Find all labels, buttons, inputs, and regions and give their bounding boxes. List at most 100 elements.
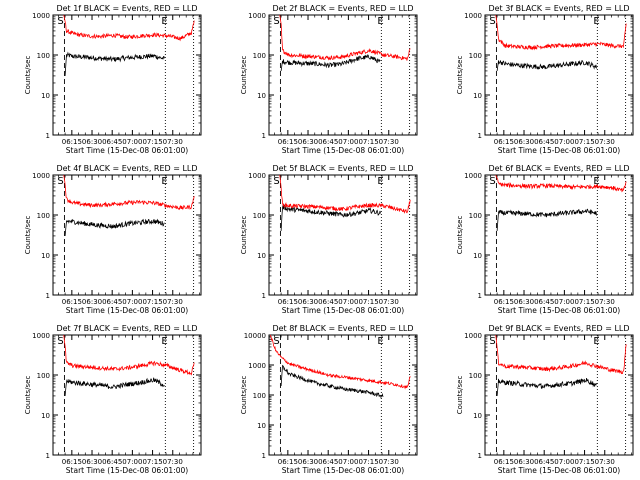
plot-frame <box>484 174 634 296</box>
lld-series-line <box>269 334 411 390</box>
events-series-line <box>280 364 384 399</box>
x-tick-label: 06:15 <box>494 458 514 466</box>
end-marker-label: E <box>377 16 383 27</box>
y-axis-label: Counts/sec <box>456 216 464 255</box>
chart-title: Det 2f BLACK = Events, RED = LLD <box>272 4 413 13</box>
start-marker-label: S <box>489 16 495 27</box>
chart-panel-8: Det 8f BLACK = Events, RED = LLD 1 10 100 10… <box>240 324 418 475</box>
y-tick-label: 1000 <box>32 12 50 20</box>
x-axis-label: Start Time (15-Dec-08 06:01:00) <box>66 306 188 315</box>
x-axis-label: Start Time (15-Dec-08 06:01:00) <box>498 146 620 155</box>
y-axis-label: Counts/sec <box>240 376 248 415</box>
x-tick-label: 07:00 <box>122 138 142 146</box>
y-tick-label: 1000 <box>464 172 482 180</box>
x-tick-label: 06:45 <box>102 138 122 146</box>
y-tick-label: 1000 <box>248 12 266 20</box>
x-tick-label: 07:30 <box>163 458 183 466</box>
x-tick-label: 07:00 <box>554 458 574 466</box>
y-tick-label: 1000 <box>464 332 482 340</box>
y-axis-label: Counts/sec <box>240 56 248 95</box>
x-tick-label: 06:45 <box>102 298 122 306</box>
x-tick-label: 07:15 <box>358 298 378 306</box>
chart-panel-7: Det 7f BLACK = Events, RED = LLD 1 10 100 10… <box>24 324 202 475</box>
x-tick-label: 06:15 <box>494 298 514 306</box>
y-tick-label: 10 <box>257 422 266 430</box>
y-tick-label: 1000 <box>464 12 482 20</box>
x-tick-label: 06:15 <box>278 298 298 306</box>
x-tick-label: 07:00 <box>338 138 358 146</box>
x-tick-label: 06:30 <box>298 298 318 306</box>
x-tick-label: 07:00 <box>554 138 574 146</box>
x-tick-label: 06:30 <box>514 458 534 466</box>
lld-series-line <box>63 174 195 211</box>
start-marker-label: S <box>57 16 63 27</box>
events-series-line <box>64 377 165 396</box>
x-tick-label: 07:15 <box>142 458 162 466</box>
y-tick-label: 1000 <box>248 362 266 370</box>
y-tick-label: 1000 <box>32 172 50 180</box>
y-axis-label: Counts/sec <box>456 376 464 415</box>
x-tick-label: 06:45 <box>318 298 338 306</box>
x-axis-label: Start Time (15-Dec-08 06:01:00) <box>282 466 404 475</box>
chart-panel-9: Det 9f BLACK = Events, RED = LLD 1 10 100 10… <box>456 324 634 475</box>
start-marker-label: S <box>273 336 279 347</box>
y-tick-label: 100 <box>253 392 266 400</box>
y-axis-label: Counts/sec <box>240 216 248 255</box>
lld-series-line <box>279 174 411 214</box>
x-tick-label: 07:30 <box>379 298 399 306</box>
y-tick-label: 1 <box>478 452 482 460</box>
x-axis-label: Start Time (15-Dec-08 06:01:00) <box>282 146 404 155</box>
end-marker-label: E <box>593 336 599 347</box>
start-marker-label: S <box>489 336 495 347</box>
x-tick-label: 06:30 <box>514 138 534 146</box>
end-marker-label: E <box>161 16 167 27</box>
y-axis-label: Counts/sec <box>456 56 464 95</box>
y-tick-label: 1000 <box>248 172 266 180</box>
lld-series-line <box>495 174 627 193</box>
plot-frame <box>52 14 202 136</box>
events-series-line <box>280 204 381 231</box>
x-tick-label: 07:00 <box>338 458 358 466</box>
lld-series-line <box>495 14 627 51</box>
start-marker-label: S <box>273 16 279 27</box>
plot-frame <box>484 14 634 136</box>
end-marker-label: E <box>161 336 167 347</box>
x-tick-label: 07:15 <box>142 298 162 306</box>
y-tick-label: 10 <box>473 92 482 100</box>
y-tick-label: 10 <box>257 252 266 260</box>
events-series-line <box>496 378 597 396</box>
x-tick-label: 06:15 <box>494 138 514 146</box>
end-marker-label: E <box>377 176 383 187</box>
x-tick-label: 06:15 <box>62 138 82 146</box>
chart-title: Det 7f BLACK = Events, RED = LLD <box>56 324 197 333</box>
y-tick-label: 100 <box>37 52 50 60</box>
x-tick-label: 07:00 <box>122 298 142 306</box>
y-tick-label: 1 <box>262 452 266 460</box>
y-tick-label: 10 <box>41 412 50 420</box>
plot-frame <box>268 334 418 456</box>
x-tick-label: 07:00 <box>122 458 142 466</box>
plot-frame <box>484 334 634 456</box>
x-tick-label: 07:30 <box>595 458 615 466</box>
x-tick-label: 07:30 <box>163 138 183 146</box>
y-axis-label: Counts/sec <box>24 56 32 95</box>
y-tick-label: 100 <box>253 212 266 220</box>
x-tick-label: 07:30 <box>379 458 399 466</box>
events-series-line <box>280 54 381 71</box>
x-tick-label: 07:15 <box>574 458 594 466</box>
y-tick-label: 100 <box>469 212 482 220</box>
x-tick-label: 07:15 <box>574 298 594 306</box>
x-tick-label: 07:15 <box>574 138 594 146</box>
chart-panel-3: Det 3f BLACK = Events, RED = LLD 1 10 100 10… <box>456 4 634 155</box>
x-tick-label: 06:15 <box>62 458 82 466</box>
chart-title: Det 8f BLACK = Events, RED = LLD <box>272 324 413 333</box>
lld-series-line <box>495 334 627 375</box>
x-tick-label: 06:45 <box>318 138 338 146</box>
x-axis-label: Start Time (15-Dec-08 06:01:00) <box>66 466 188 475</box>
x-tick-label: 06:15 <box>62 298 82 306</box>
chart-panel-1: Det 1f BLACK = Events, RED = LLD 1 10 100 10… <box>24 4 202 155</box>
x-tick-label: 06:30 <box>298 458 318 466</box>
x-axis-label: Start Time (15-Dec-08 06:01:00) <box>498 306 620 315</box>
x-tick-label: 06:45 <box>534 138 554 146</box>
y-tick-label: 10000 <box>244 332 266 340</box>
